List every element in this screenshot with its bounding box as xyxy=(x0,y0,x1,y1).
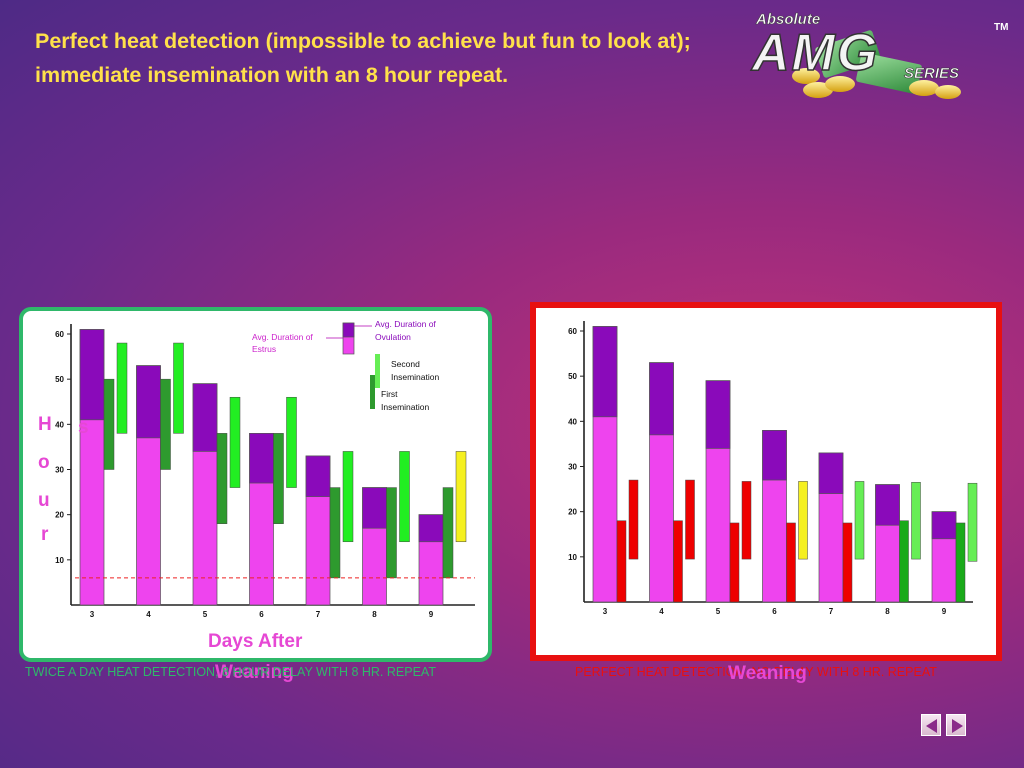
logo-main-text: AMG xyxy=(750,24,879,82)
first-insemination-bar xyxy=(329,487,341,579)
x-tick-label: 3 xyxy=(90,610,95,619)
ovulation-bar xyxy=(931,511,957,540)
y-tick-label: 10 xyxy=(568,553,577,562)
money-pile-icon xyxy=(792,30,961,99)
first-insemination-bar xyxy=(442,487,454,579)
ovulation-bar xyxy=(418,514,444,543)
y-tick-label: 30 xyxy=(55,466,64,475)
x-tick-label: 3 xyxy=(603,607,608,616)
x-tick-label: 4 xyxy=(146,610,151,619)
ovulation-bar xyxy=(762,430,787,481)
x-axis-label-line2-right: Weaning xyxy=(728,663,807,684)
amg-logo: Absolute AMG SERIES TM xyxy=(748,8,1016,110)
ovulation-bar xyxy=(249,433,274,484)
legend-first-label-line2: Insemination xyxy=(381,402,429,412)
x-tick-label: 8 xyxy=(885,607,890,616)
first-insemination-bar xyxy=(786,522,796,603)
x-tick-label: 7 xyxy=(829,607,834,616)
legend-first-swatch xyxy=(370,375,375,409)
ovulation-bar xyxy=(362,487,387,529)
legend-estrus-label-line1: Avg. Duration of xyxy=(252,332,313,342)
second-insemination-bar xyxy=(455,451,467,543)
previous-slide-button[interactable] xyxy=(921,714,941,736)
x-tick-label: 5 xyxy=(716,607,721,616)
logo-sub-text: SERIES xyxy=(904,65,959,82)
legend-estrus-label-line2: Estrus xyxy=(252,344,276,354)
first-insemination-bar xyxy=(842,522,853,603)
first-insemination-bar xyxy=(899,520,909,603)
x-tick-label: 6 xyxy=(259,610,264,619)
first-insemination-bar xyxy=(673,520,683,603)
y-tick-label: 60 xyxy=(55,330,64,339)
first-insemination-bar xyxy=(273,433,284,524)
y-tick-label: 30 xyxy=(568,463,577,472)
first-insemination-bar xyxy=(386,487,397,579)
x-tick-label: 4 xyxy=(659,607,664,616)
second-insemination-bar xyxy=(286,396,297,488)
x-tick-label: 5 xyxy=(203,610,208,619)
second-insemination-bar xyxy=(798,481,808,560)
left-chart: 10 20 30 40 50 60 3 4 5 6 7 8 9 Avg. Duration of Estru… xyxy=(55,319,475,619)
ovulation-bar xyxy=(818,452,844,494)
second-insemination-bar xyxy=(967,482,978,562)
ovulation-bar xyxy=(79,329,105,421)
logo-tm: TM xyxy=(994,22,1008,33)
logo-top-text: Absolute xyxy=(755,11,820,28)
right-chart-panel: 10 20 30 40 50 60 3 4 5 6 7 8 9 xyxy=(530,302,1002,661)
y-tick-label: 40 xyxy=(55,420,64,429)
second-insemination-bar xyxy=(342,451,354,543)
ovulation-bar xyxy=(192,383,218,452)
triangle-right-icon xyxy=(952,719,963,733)
second-insemination-bar xyxy=(854,481,865,560)
y-tick-label: 60 xyxy=(568,327,577,336)
x-tick-label: 6 xyxy=(772,607,777,616)
legend-second-label-line1: Second xyxy=(391,359,420,369)
legend-ovulation-swatch xyxy=(342,322,355,338)
y-tick-label: 20 xyxy=(55,511,64,520)
legend-ovulation-label-line1: Avg. Duration of xyxy=(375,319,436,329)
first-insemination-bar xyxy=(729,522,740,603)
second-insemination-bar xyxy=(741,481,752,560)
triangle-left-icon xyxy=(926,719,937,733)
y-tick-label: 40 xyxy=(568,417,577,426)
y-tick-label: 50 xyxy=(55,375,64,384)
right-chart: 10 20 30 40 50 60 3 4 5 6 7 8 9 xyxy=(568,321,978,616)
left-chart-panel: 10 20 30 40 50 60 3 4 5 6 7 8 9 Avg. Duration of Estru… xyxy=(19,307,492,662)
first-insemination-bar xyxy=(216,433,228,524)
ovulation-bar xyxy=(649,362,674,436)
legend-second-swatch xyxy=(375,354,380,388)
second-insemination-bar xyxy=(399,451,410,543)
second-insemination-bar xyxy=(911,482,921,560)
ovulation-bar xyxy=(136,365,161,439)
first-insemination-bar xyxy=(955,522,966,603)
x-axis-label-line1: Days After xyxy=(208,631,303,652)
y-tick-label: 20 xyxy=(568,508,577,517)
x-tick-label: 9 xyxy=(429,610,434,619)
first-insemination-bar xyxy=(103,378,115,470)
second-insemination-bar xyxy=(116,342,128,434)
caption-right: PERFECT HEAT DETECTION, NO DELAY WITH 8 … xyxy=(575,665,937,679)
ovulation-bar xyxy=(305,455,331,497)
first-insemination-bar xyxy=(616,520,627,603)
second-insemination-bar xyxy=(628,479,639,560)
caption-left: TWICE A DAY HEAT DETECTION, 8 HOUR DELAY… xyxy=(25,665,436,679)
next-slide-button[interactable] xyxy=(946,714,966,736)
first-insemination-bar xyxy=(160,378,171,470)
second-insemination-bar xyxy=(229,396,241,488)
legend-first-label-line1: First xyxy=(381,389,398,399)
ovulation-bar xyxy=(875,484,900,526)
second-insemination-bar xyxy=(173,342,184,434)
legend-second-label-line2: Insemination xyxy=(391,372,439,382)
x-tick-label: 8 xyxy=(372,610,377,619)
second-insemination-bar xyxy=(685,479,695,560)
ovulation-bar xyxy=(705,380,731,449)
x-tick-label: 9 xyxy=(942,607,947,616)
slide-title: Perfect heat detection (impossible to ac… xyxy=(35,29,691,87)
y-tick-label: 10 xyxy=(55,556,64,565)
x-tick-label: 7 xyxy=(316,610,321,619)
y-tick-label: 50 xyxy=(568,372,577,381)
ovulation-bar xyxy=(592,326,618,418)
x-axis-label-line2-left: Weaning xyxy=(215,662,294,683)
legend-ovulation-label-line2: Ovulation xyxy=(375,332,411,342)
